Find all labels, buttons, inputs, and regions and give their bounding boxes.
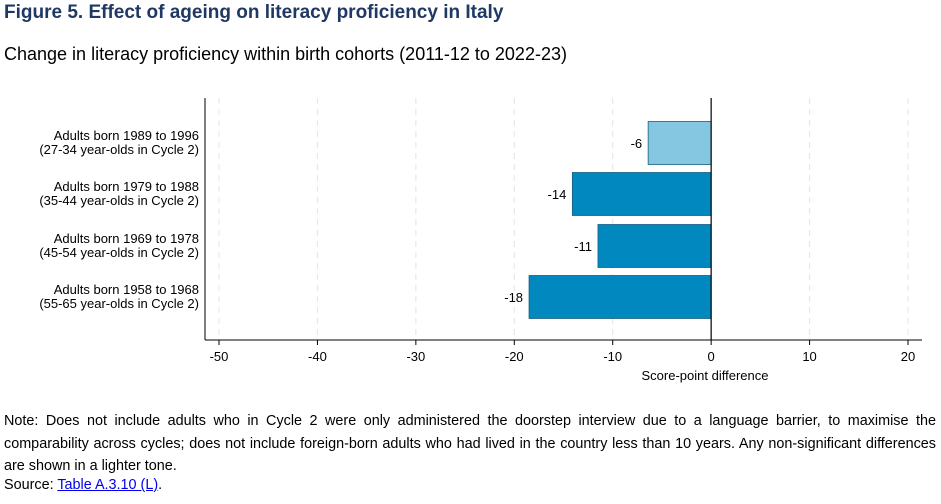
- figure-note: Note: Does not include adults who in Cyc…: [4, 413, 936, 474]
- x-tick-label: -40: [308, 349, 327, 364]
- x-tick-label: 20: [901, 349, 915, 364]
- axes: [204, 98, 922, 345]
- y-category-label-line: Adults born 1979 to 1988: [54, 179, 199, 194]
- source-table-link[interactable]: Table A.3.10 (L): [57, 477, 159, 493]
- x-tick-label: -20: [505, 349, 524, 364]
- bar: [528, 275, 712, 319]
- source-suffix: .: [158, 477, 163, 493]
- x-tick-label: 10: [802, 349, 816, 364]
- y-category-label-line: (35-44 year-olds in Cycle 2): [39, 193, 199, 208]
- y-category-label: Adults born 1958 to 1968 (55-65 year-olds…: [39, 282, 199, 311]
- bar: [647, 121, 712, 165]
- source-label: Source:: [4, 477, 58, 493]
- figure-title: Figure 5. Effect of ageing on literacy p…: [4, 2, 504, 23]
- y-category-label: Adults born 1979 to 1988 (35-44 year-olds…: [39, 179, 199, 208]
- y-category-label: Adults born 1989 to 1996 (27-34 year-olds…: [39, 128, 199, 157]
- x-axis-title: Score-point difference: [642, 368, 769, 383]
- x-tick-label: 0: [708, 349, 715, 364]
- y-category-label-line: (55-65 year-olds in Cycle 2): [39, 296, 199, 311]
- x-tick-label: -10: [603, 349, 622, 364]
- y-category-label: Adults born 1969 to 1978 (45-54 year-olds…: [39, 231, 199, 260]
- bar-value-label: -6: [631, 136, 643, 151]
- bar: [571, 172, 712, 216]
- bar: [597, 224, 712, 268]
- y-category-label-line: Adults born 1958 to 1968: [54, 282, 199, 297]
- y-category-label-line: Adults born 1989 to 1996: [54, 128, 199, 143]
- labels: -6 -14 -11 -18 -50 -40 -30 -20 -10 0 10 20 Adults bo…: [39, 128, 915, 364]
- y-category-label-line: (45-54 year-olds in Cycle 2): [39, 245, 199, 260]
- y-category-label-line: Adults born 1969 to 1978: [54, 231, 199, 246]
- bars: [528, 121, 712, 319]
- x-tick-label: -50: [210, 349, 229, 364]
- x-tick-label: -30: [406, 349, 425, 364]
- figure-subtitle: Change in literacy proficiency within bi…: [4, 44, 567, 64]
- y-category-label-line: (27-34 year-olds in Cycle 2): [39, 142, 199, 157]
- bar-chart: -6 -14 -11 -18 -50 -40 -30 -20 -10 0 10 20 Adults bo…: [39, 98, 922, 383]
- bar-value-label: -11: [574, 239, 592, 254]
- bar-value-label: -14: [548, 187, 567, 202]
- bar-value-label: -18: [504, 290, 523, 305]
- figure-source: Source: Table A.3.10 (L).: [4, 477, 162, 493]
